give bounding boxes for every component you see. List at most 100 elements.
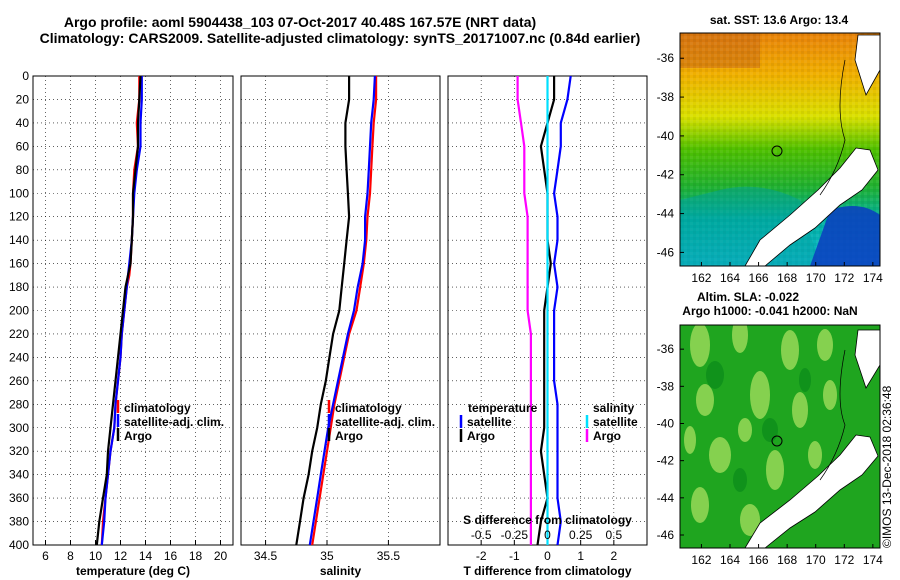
legend-t-argo-label: Argo [467, 429, 495, 443]
s-tick-label: -0.25 [501, 528, 529, 542]
sla-map: Altim. SLA: -0.022 Argo h1000: -0.041 h2… [657, 290, 884, 567]
sla-low-anomaly [799, 368, 811, 392]
map-x-tick-label: 170 [806, 553, 826, 567]
sla-high-anomaly [750, 371, 770, 419]
map-x-tick-label: 174 [863, 271, 883, 285]
x-axis-label: temperature (deg C) [76, 564, 190, 578]
y-tick-label: 340 [9, 468, 29, 482]
x-tick-label: 20 [214, 549, 228, 563]
map-y-tick-label: -42 [657, 168, 675, 182]
map-y-tick-label: -36 [657, 51, 675, 65]
y-tick-label: 220 [9, 327, 29, 341]
sst-map: sat. SST: 13.6 Argo: 13.4 -36 -38 -40 -42 -4… [657, 13, 884, 285]
legend-satellite-label: satellite-adj. clim. [335, 415, 435, 429]
s-axis-label: S difference from climatology [463, 513, 632, 527]
series-line-argo [295, 76, 351, 546]
y-tick-label: 0 [22, 69, 29, 83]
argo-position-marker [771, 435, 783, 447]
plot-frame [240, 75, 441, 546]
x-tick-label: 35.5 [377, 549, 401, 563]
sla-high-anomaly [684, 426, 696, 454]
y-tick-label: 180 [9, 280, 29, 294]
x-tick-label: 6 [42, 549, 49, 563]
map-y-tick-label: -38 [657, 379, 675, 393]
x-tick-label: 35 [320, 549, 334, 563]
s-tick-label: 0.25 [569, 528, 593, 542]
sst-map-axes: -36 -38 -40 -42 -44 -46 162 164 166 168 170 172 174 [657, 51, 884, 285]
legend-temperature-heading: temperature [468, 401, 538, 415]
sst-deep-cold-patch [810, 206, 880, 266]
sla-map-frame [679, 324, 881, 549]
map-y-tick-label: -42 [657, 454, 675, 468]
sla-high-anomaly [732, 325, 748, 353]
y-tick-label: 280 [9, 397, 29, 411]
map-y-tick-label: -46 [657, 245, 675, 259]
bathymetry-contour [819, 349, 846, 481]
x-tick-label: -1 [509, 549, 520, 563]
y-tick-label: 80 [16, 163, 30, 177]
legend-s-argo-label: Argo [593, 429, 621, 443]
sla-high-anomaly [808, 441, 822, 469]
y-tick-label: 400 [9, 538, 29, 552]
map-y-tick-label: -44 [657, 491, 675, 505]
sla-map-title-1: Altim. SLA: -0.022 [697, 290, 799, 304]
x-tick-label: 10 [89, 549, 103, 563]
map-x-tick-label: 172 [834, 553, 854, 567]
series-line-t-satellite [552, 75, 572, 546]
map-x-tick-label: 170 [806, 271, 826, 285]
map-y-tick-label: -36 [657, 342, 675, 356]
map-x-tick-label: 168 [777, 553, 797, 567]
x-axis-label: salinity [320, 564, 362, 578]
x-tick-label: 0 [544, 549, 551, 563]
header-line-2: Climatology: CARS2009. Satellite-adjuste… [40, 30, 641, 46]
sst-map-frame [679, 32, 881, 267]
series-line-t-argo [536, 76, 556, 546]
header-line-1: Argo profile: aoml 5904438_103 07-Oct-20… [64, 14, 536, 30]
y-tick-label: 20 [16, 92, 30, 106]
sla-high-anomaly [766, 450, 784, 490]
map-x-tick-label: 166 [749, 271, 769, 285]
north-island-land [854, 34, 880, 97]
legend-s-satellite-label: satellite [593, 415, 638, 429]
salinity-panel: 34.5 35 35.5 salinity [240, 75, 441, 578]
sla-anomaly-blobs [684, 325, 837, 536]
y-tick-label: 160 [9, 257, 29, 271]
y-tick-label: 260 [9, 374, 29, 388]
sla-high-anomaly [690, 325, 710, 367]
y-tick-label: 200 [9, 304, 29, 318]
sla-low-anomaly [733, 468, 747, 492]
x-tick-label: 18 [189, 549, 203, 563]
sla-high-anomaly [691, 487, 709, 523]
map-y-tick-label: -46 [657, 528, 675, 542]
map-x-tick-label: 162 [691, 553, 711, 567]
sla-high-anomaly [817, 329, 833, 361]
map-x-tick-label: 172 [834, 271, 854, 285]
bathymetry-contour [819, 59, 846, 196]
temperature-panel: 6 8 10 12 14 16 18 2002040608010012014016018020… [9, 69, 234, 578]
salinity-legend: climatology satellite-adj. clim. Argo [327, 400, 435, 443]
series-line-s-argo [516, 76, 533, 545]
series-line-satellite-adj-clim- [100, 76, 143, 546]
map-y-tick-label: -44 [657, 207, 675, 221]
sla-high-anomaly [792, 392, 808, 428]
y-tick-label: 60 [16, 139, 30, 153]
s-tick-label: 0.5 [605, 528, 622, 542]
y-tick-label: 100 [9, 186, 29, 200]
legend-climatology-label: climatology [335, 401, 402, 415]
sla-high-anomaly [740, 504, 760, 536]
x-tick-label: 8 [67, 549, 74, 563]
s-tick-label: 0 [544, 528, 551, 542]
south-island-land [744, 147, 879, 266]
sla-high-anomaly [738, 418, 752, 442]
map-x-tick-label: 174 [863, 553, 883, 567]
legend-salinity-heading: salinity [593, 401, 635, 415]
imos-watermark: ©IMOS 13-Dec-2018 02:36:48 [880, 385, 894, 548]
sla-low-anomaly [706, 361, 724, 389]
sla-map-title-2: Argo h1000: -0.041 h2000: NaN [682, 304, 857, 318]
sla-low-anomaly [762, 418, 778, 442]
difference-legend: temperature satellite Argo salinity sate… [459, 401, 638, 443]
south-island-land [744, 434, 879, 548]
y-tick-label: 140 [9, 233, 29, 247]
sla-high-anomaly [696, 384, 714, 416]
